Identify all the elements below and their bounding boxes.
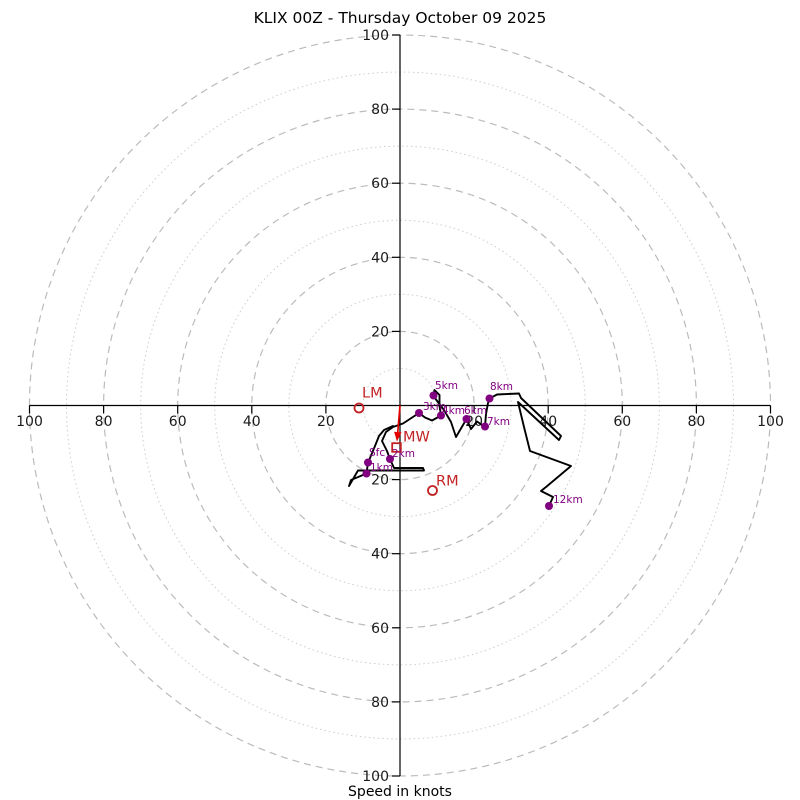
height-marker-label-8km: 8km	[490, 381, 513, 393]
x-axis-tick-label: 40	[539, 414, 557, 430]
height-marker-label-5km: 5km	[435, 380, 458, 392]
storm-marker-label-lm: LM	[362, 386, 383, 402]
storm-marker-mw	[391, 442, 402, 453]
height-marker-dot-3km	[415, 409, 423, 417]
y-axis-tick-label: 100	[362, 28, 389, 44]
height-marker-dot-1km	[362, 469, 371, 478]
x-axis-tick-label: 40	[243, 414, 261, 430]
x-axis-tick-label: 80	[95, 414, 113, 430]
y-axis-tick-label: 60	[371, 176, 389, 192]
x-axis-tick-label: 20	[317, 414, 335, 430]
x-axis-tick-label: 100	[757, 414, 784, 430]
height-marker-dot-6km	[462, 415, 471, 423]
x-axis-tick-label: 60	[613, 414, 631, 430]
height-marker-label-2km: 2km	[392, 448, 415, 460]
y-axis-tick-label: 60	[371, 621, 389, 637]
y-axis-tick-label: 80	[371, 102, 389, 118]
storm-marker-lm	[353, 402, 365, 414]
mean-wind-arrow-head	[394, 431, 402, 442]
height-marker-label-7km: 7km	[487, 416, 510, 428]
height-marker-dot-5km	[429, 391, 438, 400]
height-marker-label-1km: 1km	[370, 462, 393, 474]
y-axis-tick-label: 20	[371, 473, 389, 489]
y-axis-tick-label: 40	[371, 547, 389, 563]
x-axis-label: Speed in knots	[348, 784, 452, 800]
chart-title: KLIX 00Z - Thursday October 09 2025	[253, 9, 547, 27]
y-axis-tick-label: 20	[371, 324, 389, 340]
y-axis-tick-label: 80	[371, 695, 389, 711]
storm-marker-rm	[427, 485, 438, 496]
storm-marker-label-mw: MW	[403, 430, 430, 446]
x-axis-tick-label: 80	[687, 414, 705, 430]
y-axis-tick-label: 100	[362, 769, 389, 785]
height-marker-dot-8km	[485, 394, 494, 403]
height-marker-label-sfc: Sfc	[369, 447, 385, 459]
height-marker-dot-7km	[481, 422, 489, 431]
mean-wind-arrow-shaft	[396, 405, 401, 433]
height-marker-label-4km: 4km	[442, 405, 465, 417]
height-marker-dot-4km	[437, 411, 445, 420]
x-axis-tick-label: 60	[169, 414, 187, 430]
storm-marker-label-rm: RM	[436, 474, 459, 490]
height-marker-label-3km: 3km	[423, 401, 446, 413]
height-marker-dot-12km	[545, 502, 553, 510]
y-axis-tick-label: 40	[371, 250, 389, 266]
height-marker-label-12km: 12km	[553, 494, 583, 506]
height-marker-label-6km: 6km	[464, 405, 487, 417]
height-marker-dot-2km	[386, 455, 394, 463]
x-axis-tick-label: 100	[16, 414, 43, 430]
height-marker-dot-sfc	[364, 458, 372, 467]
